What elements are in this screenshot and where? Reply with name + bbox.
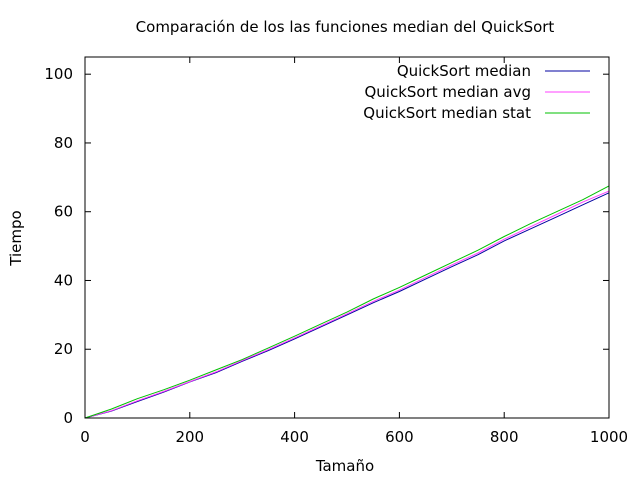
series-layer: [84, 185, 610, 419]
y-tick-label: 40: [54, 271, 73, 289]
x-tick-label: 800: [490, 428, 519, 446]
plot-frame: [84, 56, 610, 419]
legend-label: QuickSort median stat: [363, 104, 531, 122]
legend: QuickSort median QuickSort median avg Quic…: [363, 62, 590, 122]
series-line-2: [84, 190, 610, 419]
series-line-3: [84, 185, 610, 419]
y-axis-label: Tiempo: [7, 210, 25, 266]
x-tick-label: 200: [175, 428, 204, 446]
ticks-layer: 0 200 400 600 800 1000 0 20 40 60 80 100: [44, 57, 628, 446]
y-tick-label: 0: [63, 409, 73, 427]
y-tick-label: 60: [54, 203, 73, 221]
y-tick-label: 80: [54, 134, 73, 152]
legend-label: QuickSort median: [397, 62, 531, 80]
x-tick-label: 400: [280, 428, 309, 446]
series-line-1: [84, 192, 610, 419]
legend-label: QuickSort median avg: [364, 83, 531, 101]
y-tick-label: 100: [44, 65, 73, 83]
x-tick-label: 600: [385, 428, 414, 446]
y-tick-label: 20: [54, 340, 73, 358]
chart-title: Comparación de los las funciones median …: [136, 18, 555, 36]
x-axis-label: Tamaño: [315, 457, 374, 475]
x-tick-label: 0: [80, 428, 90, 446]
x-tick-label: 1000: [590, 428, 628, 446]
